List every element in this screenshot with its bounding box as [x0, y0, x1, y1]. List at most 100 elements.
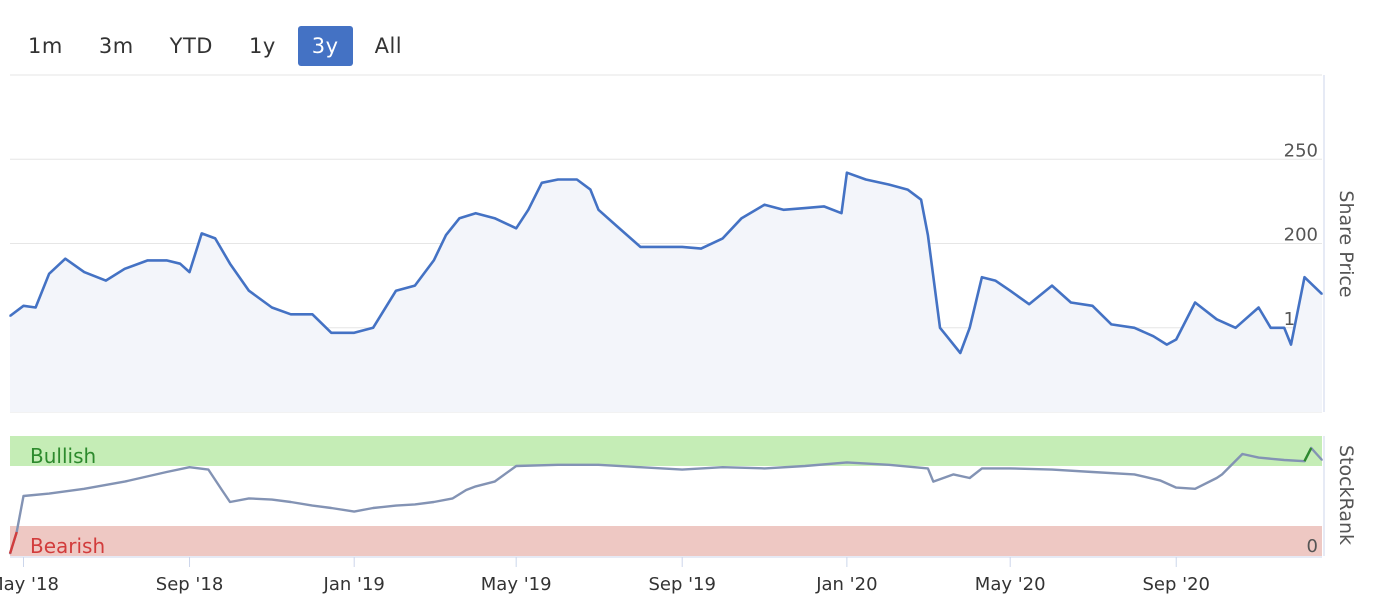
stockrank-point	[981, 467, 983, 470]
stockrank-point	[887, 464, 890, 466]
range-button-1y[interactable]: 1y	[248, 34, 276, 58]
x-tick-label: May '18	[0, 574, 59, 595]
stockrank-point	[1009, 467, 1011, 470]
stockrank-point	[221, 489, 223, 491]
price-point	[179, 262, 181, 265]
stockrank-point	[515, 465, 517, 467]
stockrank-point	[229, 501, 231, 503]
price-point	[700, 247, 702, 250]
rank-y-tick-label: 0	[1307, 536, 1318, 557]
price-point	[353, 332, 355, 334]
price-point	[840, 212, 843, 214]
stockrank-point	[188, 466, 191, 469]
stockrank-point	[639, 466, 642, 469]
stockrank-point	[353, 510, 355, 513]
price-y-tick-label: 200	[1284, 225, 1318, 246]
price-point	[920, 198, 922, 201]
price-point	[763, 203, 766, 206]
price-point	[515, 227, 517, 230]
stockrank-point	[721, 466, 724, 469]
stockrank-bearish-segment	[8, 531, 18, 554]
price-point	[994, 279, 997, 282]
price-point	[1269, 326, 1272, 329]
stockrank-point	[763, 467, 766, 470]
price-point	[445, 234, 447, 236]
stockrank-point	[395, 504, 397, 507]
bearish-label: Bearish	[30, 534, 105, 558]
stockrank-point	[22, 495, 25, 497]
price-point	[34, 306, 37, 309]
price-point	[541, 182, 543, 184]
stockrank-point	[557, 464, 559, 466]
stockrank-point	[474, 485, 477, 488]
price-point	[616, 225, 619, 228]
price-point	[1070, 301, 1072, 304]
price-point	[658, 246, 661, 248]
range-button-all[interactable]: All	[374, 34, 403, 58]
price-point	[1091, 305, 1094, 307]
stockrank-point	[289, 501, 292, 503]
price-point	[474, 212, 477, 214]
stockrank-point	[165, 471, 168, 473]
price-y-tick-label: 250	[1284, 140, 1318, 161]
price-point	[395, 289, 397, 292]
stockrank-point	[248, 497, 250, 500]
price-point	[681, 246, 683, 248]
price-point	[123, 267, 126, 270]
stockrank-point	[207, 468, 210, 471]
price-point	[64, 257, 67, 260]
stockrank-point	[1221, 473, 1223, 476]
price-point	[1165, 343, 1168, 346]
price-point	[1133, 326, 1136, 329]
price-point	[200, 232, 203, 235]
price-point	[927, 234, 929, 236]
stockrank-point	[451, 497, 454, 500]
stockrank-point	[1241, 453, 1244, 455]
stockrank-point	[123, 480, 126, 483]
stockrank-axis-title: StockRank	[1335, 445, 1357, 545]
price-point	[229, 262, 231, 265]
stockrank-point	[1159, 479, 1161, 482]
price-point	[887, 183, 890, 186]
range-button-3y[interactable]: 3y	[297, 26, 353, 66]
price-point	[1051, 284, 1053, 287]
price-point	[1257, 306, 1260, 309]
range-button-3m[interactable]: 3m	[98, 34, 134, 58]
price-point	[9, 315, 11, 317]
price-point	[823, 205, 825, 208]
x-tick-label: Sep '18	[156, 574, 224, 595]
price-point	[414, 284, 416, 287]
price-point	[1303, 276, 1306, 279]
range-button-ytd[interactable]: YTD	[169, 34, 213, 58]
price-point	[248, 289, 250, 292]
stockrank-point	[330, 507, 333, 509]
stockrank-point	[1215, 477, 1218, 479]
price-point	[782, 209, 785, 211]
x-tick-label: May '19	[481, 574, 552, 595]
stockrank-point	[597, 464, 600, 466]
price-point	[1321, 293, 1323, 295]
price-point	[589, 188, 592, 191]
stockrank-point	[465, 489, 468, 491]
price-point	[639, 246, 642, 248]
range-selector: 1m 3m YTD 1y 3y All	[14, 26, 424, 68]
price-point	[846, 171, 848, 174]
range-button-1m[interactable]: 1m	[28, 34, 63, 58]
stockrank-point	[1257, 456, 1260, 459]
stockrank-bullish-segment	[1303, 447, 1313, 462]
x-tick-label: Sep '20	[1142, 574, 1210, 595]
stockrank-point	[1194, 488, 1196, 490]
price-point	[1110, 323, 1113, 326]
price-point	[372, 326, 374, 329]
price-point	[906, 188, 909, 191]
stockrank-point	[968, 477, 971, 479]
price-point	[597, 209, 600, 211]
x-tick-label: Jan '20	[815, 574, 877, 595]
stockrank-point	[271, 498, 273, 501]
price-point	[968, 326, 971, 329]
price-point	[1234, 326, 1237, 329]
price-point	[165, 259, 168, 262]
price-point	[146, 259, 149, 262]
bearish-zone	[10, 526, 1322, 556]
